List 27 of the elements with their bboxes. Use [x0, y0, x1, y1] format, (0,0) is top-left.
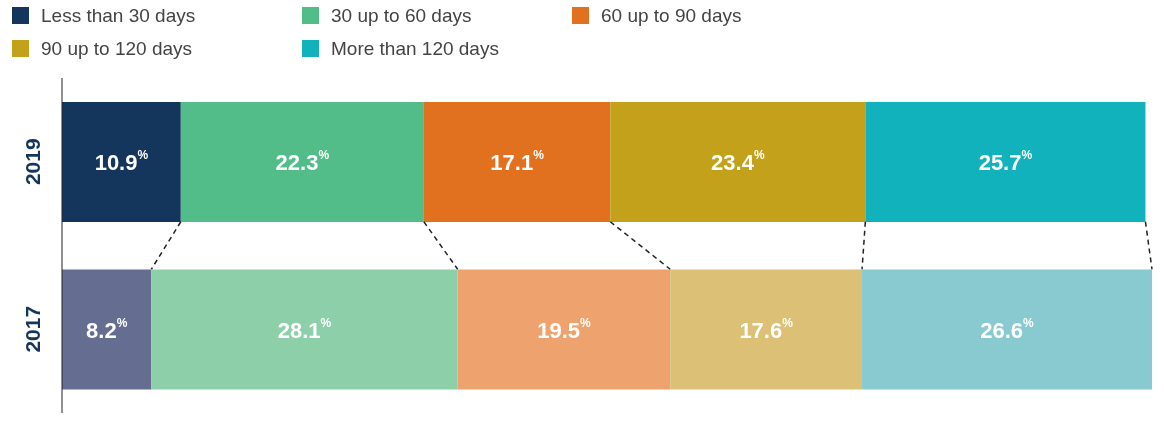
data-label: 8.2$^{%}$ — [86, 315, 128, 342]
data-label: 10.9$^{%}$ — [94, 147, 149, 175]
bar — [62, 102, 181, 222]
data-label: 23.4$^{%}$ — [711, 147, 765, 175]
data-label: 19.5$^{%}$ — [537, 315, 592, 342]
legend-label: Less than 30 days — [41, 4, 196, 27]
bar — [180, 102, 424, 222]
legend-label: 30 up to 60 days — [331, 4, 472, 27]
bar — [610, 102, 866, 222]
data-label: 17.1$^{%}$ — [490, 147, 545, 175]
bar — [62, 269, 152, 390]
data-label: 25.7$^{%}$ — [978, 147, 1033, 175]
legend-label: 90 up to 120 days — [41, 37, 193, 60]
bar — [423, 102, 611, 222]
data-label: 26.6$^{%}$ — [980, 315, 1035, 342]
bar — [151, 269, 458, 390]
data-label: 22.3$^{%}$ — [275, 147, 330, 175]
y-tick-label: 2017 — [20, 305, 44, 353]
y-tick-label: 2019 — [20, 138, 44, 186]
legend-label: More than 120 days — [331, 37, 499, 60]
bar — [862, 269, 1152, 390]
data-label: 28.1$^{%}$ — [277, 315, 332, 342]
bar — [670, 269, 863, 390]
legend-label: 60 up to 90 days — [601, 4, 742, 27]
bar — [457, 269, 671, 390]
data-label: 17.6$^{%}$ — [739, 315, 794, 342]
bar — [865, 102, 1146, 222]
